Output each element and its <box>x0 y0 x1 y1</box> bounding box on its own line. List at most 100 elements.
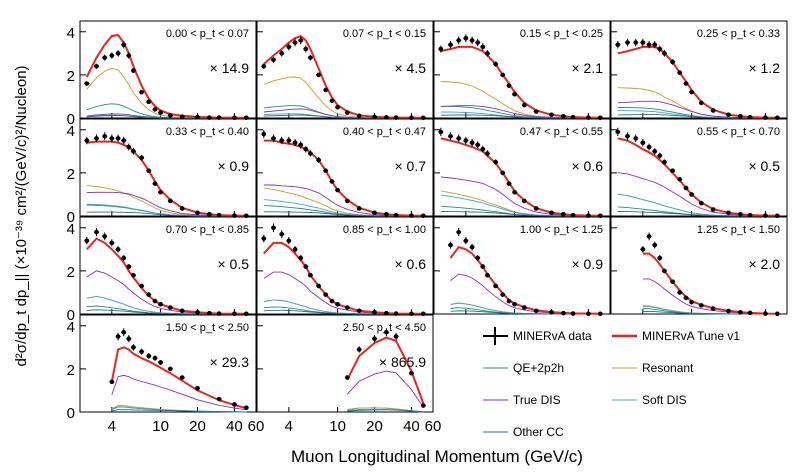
panel-frame <box>610 118 788 217</box>
data-point <box>271 134 277 143</box>
panel-frame <box>79 118 257 217</box>
data-point <box>689 299 695 305</box>
data-point <box>179 206 185 211</box>
data-point <box>344 305 350 310</box>
panel-pt-range-label: 0.00 < p_t < 0.07 <box>166 28 249 40</box>
data-point <box>206 211 212 217</box>
tune-curve <box>617 137 778 217</box>
data-point <box>303 45 309 53</box>
component-curve-truedis <box>111 374 247 411</box>
data-point <box>102 54 108 61</box>
figure-xlabel: Muon Longitudinal Momentum (GeV/c) <box>291 447 583 466</box>
data-point <box>640 246 646 253</box>
data-point <box>521 305 527 310</box>
data-point <box>698 200 704 206</box>
y-tick-label: 4 <box>67 123 75 140</box>
data-point <box>438 127 444 137</box>
data-point <box>195 114 201 120</box>
data-point <box>698 100 704 106</box>
data-point <box>115 332 121 341</box>
data-point <box>158 302 164 307</box>
data-point <box>463 237 469 245</box>
data-point <box>670 279 676 284</box>
data-point <box>448 132 454 141</box>
tune-curve <box>263 139 424 217</box>
data-point <box>146 353 152 359</box>
data-point <box>560 211 566 217</box>
data-point <box>167 113 173 118</box>
data-point <box>279 230 285 239</box>
data-point <box>393 212 399 218</box>
panel-3: 0.15 < p_t < 0.25 × 2.1 <box>433 20 611 121</box>
data-point <box>737 113 743 119</box>
data-point <box>292 38 298 47</box>
legend-label-softdis: Soft DIS <box>642 393 687 407</box>
data-point <box>512 91 518 97</box>
data-point <box>286 43 292 51</box>
legend-item-softdis: Soft DIS <box>612 393 687 407</box>
panel-pt-range-label: 0.40 < p_t < 0.47 <box>343 126 426 138</box>
data-point <box>383 310 389 316</box>
panel-frame <box>610 20 788 119</box>
y-tick-label: 4 <box>67 25 75 42</box>
data-point <box>115 246 121 253</box>
panel-pt-range-label: 2.50 < p_t < 4.50 <box>343 322 426 334</box>
x-tick-label: 20 <box>366 418 383 435</box>
panel-scale-factor: × 0.5 <box>217 256 249 272</box>
data-point <box>448 241 454 249</box>
component-curve-softdis <box>86 295 247 315</box>
data-point <box>271 223 277 233</box>
data-point <box>570 212 576 218</box>
data-point <box>500 292 506 297</box>
data-point <box>710 207 716 212</box>
data-point <box>152 107 158 112</box>
panel-4: 0.25 < p_t < 0.33 × 1.2 <box>610 20 788 121</box>
data-point <box>102 232 108 241</box>
data-point <box>521 102 527 108</box>
component-curve-othercc <box>642 310 778 315</box>
data-point <box>139 283 145 289</box>
data-point <box>130 68 136 73</box>
panel-9: 0 2 4 0.70 < p_t < 0.85 × 0.5 <box>67 216 257 324</box>
data-point <box>549 210 555 216</box>
data-point <box>126 335 132 343</box>
panel-6: 0.40 < p_t < 0.47 × 0.7 <box>256 118 434 219</box>
panel-14: 2.50 < p_t < 4.50 × 865.9 <box>256 314 434 413</box>
data-point <box>448 41 454 49</box>
data-point <box>298 36 304 45</box>
data-point <box>195 210 201 216</box>
data-point <box>292 139 298 147</box>
data-point <box>661 50 667 57</box>
y-tick-label: 0 <box>67 307 75 324</box>
data-point <box>657 152 663 159</box>
data-point <box>677 70 683 76</box>
panel-pt-range-label: 0.25 < p_t < 0.33 <box>697 28 780 40</box>
y-tick-label: 0 <box>67 209 75 226</box>
data-point <box>726 210 732 216</box>
data-point <box>652 148 658 155</box>
data-point <box>677 290 683 295</box>
data-point <box>126 264 132 269</box>
panel-scale-factor: × 14.9 <box>210 60 250 76</box>
data-point <box>533 109 539 114</box>
data-point <box>533 308 539 314</box>
y-tick-label: 4 <box>67 319 75 336</box>
data-point <box>372 335 378 343</box>
data-point <box>329 298 335 304</box>
data-point <box>506 83 512 88</box>
y-tick-label: 4 <box>67 221 75 238</box>
data-point <box>480 145 486 153</box>
y-tick-label: 0 <box>67 405 75 422</box>
data-point <box>139 154 145 161</box>
data-point <box>646 143 652 151</box>
data-point <box>271 56 277 63</box>
data-point <box>356 346 362 353</box>
data-point <box>689 89 695 95</box>
component-curve-truedis <box>346 370 424 408</box>
component-curve-resonant <box>617 193 778 217</box>
legend: MINERvA data MINERvA Tune v1 QE+2p2h Res… <box>483 327 740 439</box>
panel-pt-range-label: 1.00 < p_t < 1.25 <box>520 224 603 236</box>
data-point <box>493 159 499 165</box>
component-curve-truedis <box>617 100 778 119</box>
panel-2: 0.07 < p_t < 0.15 × 4.5 <box>256 20 434 121</box>
